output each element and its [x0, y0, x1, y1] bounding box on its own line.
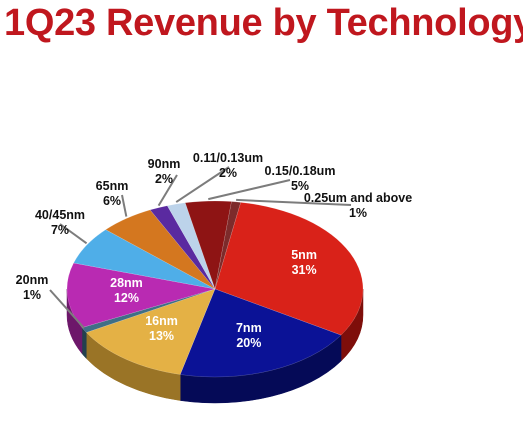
slice-label-0-15-0-18um: 0.15/0.18um — [265, 164, 336, 178]
pie-slices — [66, 200, 364, 378]
slice-value-5nm: 31% — [292, 263, 317, 277]
slice-value-90nm: 2% — [155, 172, 173, 186]
slice-90nm — [149, 205, 216, 290]
slice-label-7nm: 7nm — [236, 321, 262, 335]
slice-label-65nm: 65nm — [96, 179, 129, 193]
leader-line-0-25um-and-above — [236, 198, 352, 206]
slice-20nm — [81, 288, 216, 333]
leader-line-0-11-0-13um — [175, 166, 230, 203]
slice-value-0-25um-and-above: 1% — [349, 206, 367, 220]
leader-line-65nm — [121, 194, 128, 217]
slice-value-0-11-0-13um: 2% — [219, 166, 237, 180]
slice-value-28nm: 12% — [114, 291, 139, 305]
slice-65nm — [105, 209, 216, 290]
slice-0-11-0-13um — [166, 202, 216, 290]
slice-label-16nm: 16nm — [145, 314, 178, 328]
slice-label-40-45nm: 40/45nm — [35, 208, 85, 222]
label-leader-lines — [49, 166, 352, 329]
slice-value-20nm: 1% — [23, 288, 41, 302]
slice-value-0-15-0-18um: 5% — [291, 179, 309, 193]
slice-0-15-0-18um — [184, 200, 232, 290]
leader-line-0-15-0-18um — [208, 179, 291, 201]
slice-7nm — [179, 288, 342, 378]
slice-labels: 5nm31%7nm20%16nm13%20nm1%28nm12%40/45nm7… — [16, 151, 413, 350]
slice-label-28nm: 28nm — [110, 276, 143, 290]
slice-label-0-25um-and-above: 0.25um and above — [304, 191, 412, 205]
slice-value-16nm: 13% — [149, 329, 174, 343]
leader-line-20nm — [49, 289, 85, 329]
slice-label-90nm: 90nm — [148, 157, 181, 171]
slice-label-0-11-0-13um: 0.11/0.13um — [193, 151, 263, 165]
slice-label-5nm: 5nm — [291, 248, 317, 262]
chart-title: 1Q23 Revenue by Technology — [4, 2, 523, 44]
slice-16nm — [85, 288, 216, 375]
slice-0-25um-and-above — [214, 201, 241, 290]
leader-line-90nm — [157, 174, 178, 207]
slice-5nm — [214, 202, 364, 336]
slice-value-40-45nm: 7% — [51, 223, 69, 237]
slice-value-65nm: 6% — [103, 194, 121, 208]
slice-40-45nm — [73, 229, 216, 290]
slice-side-20nm — [81, 326, 87, 360]
slice-value-7nm: 20% — [236, 336, 261, 350]
slice-label-20nm: 20nm — [16, 273, 49, 287]
leader-line-40-45nm — [59, 223, 88, 245]
